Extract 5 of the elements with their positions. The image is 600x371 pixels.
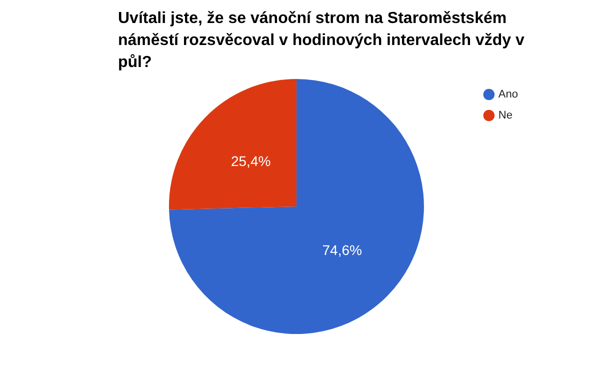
chart-title: Uvítali jste, že se vánoční strom na Staroměstském náměstí rozsvěcoval v hodinových intervalech vždy v půl? xyxy=(118,9,526,73)
data-label: 74,6% xyxy=(322,242,362,258)
data-label: 25,4% xyxy=(230,152,271,169)
legend-label: Ne xyxy=(498,110,512,122)
legend-label: Ano xyxy=(498,88,518,101)
